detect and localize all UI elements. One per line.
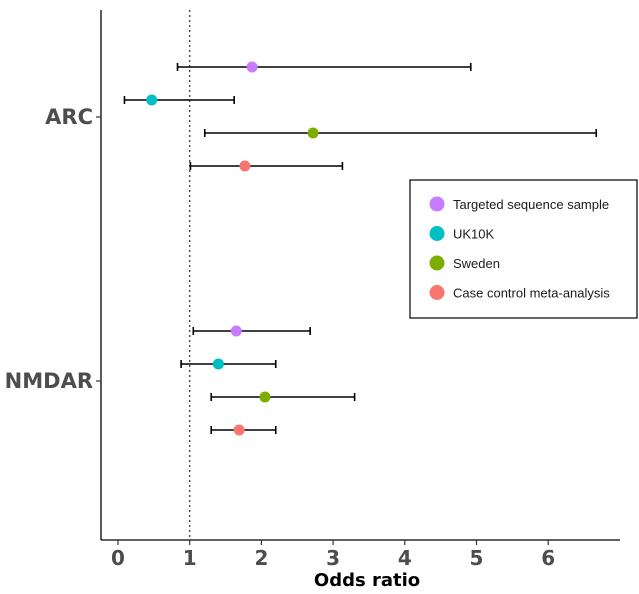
- x-tick-label: 3: [326, 546, 340, 570]
- point-targeted-sequence-sample-nmdar: [230, 325, 242, 337]
- x-axis-title: Odds ratio: [314, 570, 420, 591]
- legend-swatch-case-control-meta-analysis: [429, 285, 445, 300]
- legend-label-uk10k: UK10K: [453, 227, 495, 242]
- point-uk10k-nmdar: [212, 358, 224, 370]
- point-case-control-meta-analysis-arc: [239, 160, 251, 172]
- legend-label-sweden: Sweden: [453, 256, 500, 271]
- point-targeted-sequence-sample-arc: [246, 61, 258, 73]
- x-tick-label: 6: [541, 546, 555, 570]
- x-tick-label: 0: [111, 546, 125, 570]
- point-case-control-meta-analysis-nmdar: [233, 424, 245, 436]
- legend-swatch-targeted-sequence-sample: [429, 196, 445, 212]
- y-tick-label-arc: ARC: [45, 105, 93, 129]
- x-tick-label: 5: [470, 546, 484, 570]
- x-tick-label: 1: [183, 546, 197, 570]
- legend-label-targeted-sequence-sample: Targeted sequence sample: [453, 197, 609, 212]
- legend-box: [409, 179, 638, 319]
- y-tick-label-nmdar: NMDAR: [5, 369, 93, 393]
- point-sweden-arc: [307, 127, 319, 139]
- x-tick-label: 2: [254, 546, 268, 570]
- point-uk10k-arc: [146, 94, 158, 106]
- legend-swatch-sweden: [429, 255, 445, 271]
- legend-swatch-uk10k: [429, 226, 445, 241]
- legend-label-case-control-meta-analysis: Case control meta-analysis: [453, 286, 610, 301]
- x-tick-label: 4: [398, 546, 412, 570]
- point-sweden-nmdar: [259, 391, 271, 403]
